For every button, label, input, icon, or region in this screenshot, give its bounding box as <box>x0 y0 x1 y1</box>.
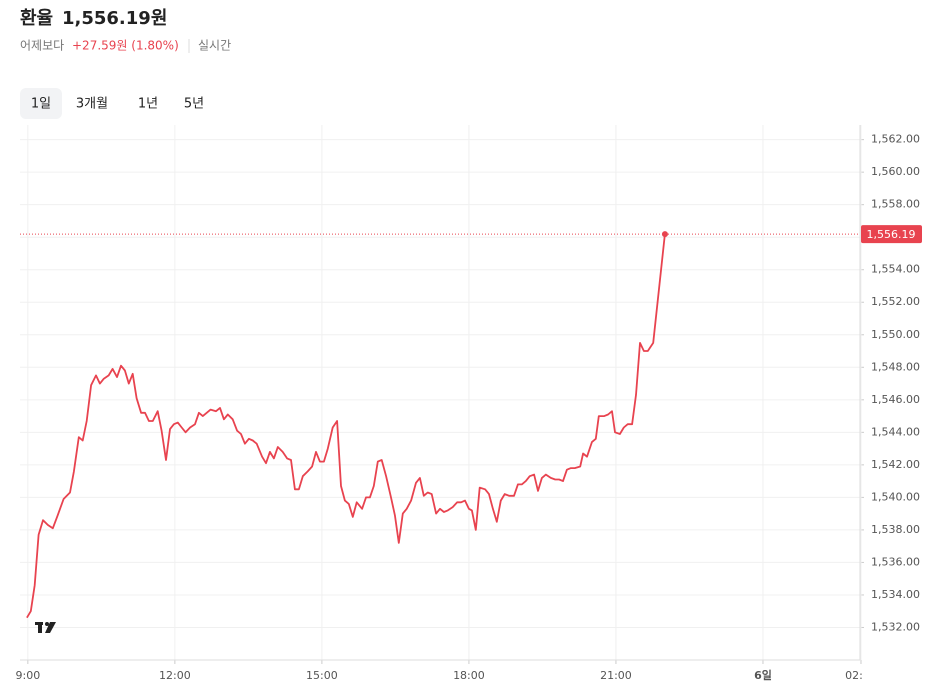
y-tick-label: 1,538.00 <box>871 523 920 536</box>
title: 환율 <box>20 7 53 29</box>
y-tick-label: 1,544.00 <box>871 425 920 438</box>
y-tick-label: 1,546.00 <box>871 393 920 406</box>
y-tick-label: 1,536.00 <box>871 555 920 568</box>
y-tick-label: 1,534.00 <box>871 588 920 601</box>
x-tick-label: 02:00 <box>845 669 877 682</box>
price-line <box>26 234 666 619</box>
y-tick-label: 1,562.00 <box>871 133 920 146</box>
y-tick-label: 1,540.00 <box>871 490 920 503</box>
x-tick-label: 21:00 <box>600 669 632 682</box>
y-tick-label: 1,548.00 <box>871 360 920 373</box>
y-tick-label: 1,542.00 <box>871 458 920 471</box>
last-value-badge <box>861 225 922 244</box>
change-caption: 어제보다 <box>20 39 64 53</box>
tab[interactable]: 1년 <box>138 97 158 112</box>
change: +27.59원 (1.80%) <box>72 39 179 53</box>
tab[interactable]: 1일 <box>31 97 51 112</box>
chart: 1,532.00 1,534.00 1,536.00 1,538.00 1,540.00… <box>15 125 922 682</box>
y-tick-label: 1,558.00 <box>871 198 920 211</box>
last-point <box>661 231 668 238</box>
last-value-label: 1,556.19 <box>867 228 916 241</box>
tab[interactable]: 5년 <box>184 97 204 112</box>
price: 1,556.19원 <box>62 8 167 29</box>
y-tick-label: 1,560.00 <box>871 165 920 178</box>
tabs: 1일 3개월 1년 5년 <box>20 88 204 119</box>
x-tick-label: 15:00 <box>306 669 338 682</box>
x-tick-label: 9:00 <box>15 669 40 682</box>
mode: 실시간 <box>198 39 231 53</box>
tab-bg <box>20 88 62 119</box>
y-tick-label: 1,550.00 <box>871 328 920 341</box>
x-tick-label: 6일 <box>754 668 772 682</box>
x-tick-label: 18:00 <box>453 669 485 682</box>
x-tick-label: 12:00 <box>159 669 191 682</box>
y-tick-label: 1,532.00 <box>871 620 920 633</box>
y-tick-label: 1,554.00 <box>871 263 920 276</box>
logo <box>35 622 56 633</box>
y-tick-label: 1,552.00 <box>871 295 920 308</box>
tab[interactable]: 3개월 <box>76 97 108 112</box>
